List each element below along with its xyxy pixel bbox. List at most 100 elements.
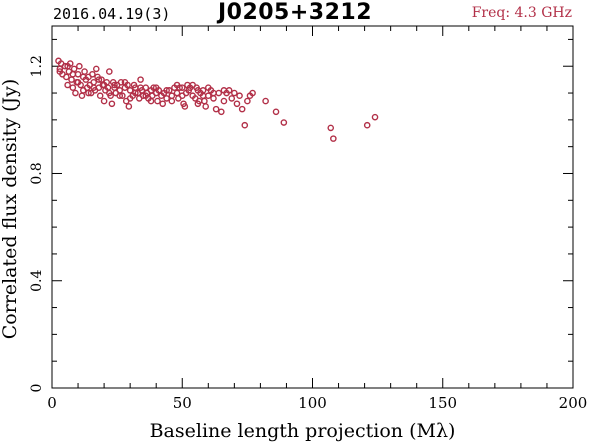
data-point: [89, 70, 96, 78]
data-point: [81, 68, 88, 75]
frequency-label: Freq: 4.3 GHz: [471, 5, 572, 21]
data-point: [371, 113, 379, 121]
data-point: [142, 92, 150, 100]
data-point: [72, 89, 79, 97]
data-point: [116, 92, 124, 100]
data-point: [74, 79, 82, 86]
y-tick-label: 0.8: [29, 162, 45, 184]
data-point: [168, 97, 176, 105]
data-point: [117, 79, 125, 86]
data-point: [327, 124, 335, 132]
axis-ticks: [51, 26, 574, 389]
data-point: [363, 121, 371, 129]
data-point: [137, 76, 144, 83]
x-tick-label: 0: [47, 394, 57, 412]
data-point: [201, 97, 208, 105]
data-point: [85, 89, 92, 97]
data-point: [189, 81, 196, 89]
data-point: [121, 79, 129, 86]
data-point: [100, 97, 108, 105]
y-tick-label: 0: [29, 384, 45, 393]
data-point: [96, 92, 104, 100]
data-point: [241, 121, 249, 129]
data-point: [218, 108, 225, 116]
data-point: [56, 68, 64, 75]
data-point: [64, 62, 71, 70]
data-point: [126, 95, 134, 102]
data-point: [142, 84, 150, 91]
data-point: [178, 84, 186, 91]
data-point: [199, 92, 207, 100]
data-point: [272, 108, 280, 116]
source-title: J0205+3212: [217, 0, 373, 25]
x-tick-label: 100: [298, 394, 327, 412]
data-point: [231, 89, 238, 97]
x-axis-label: Baseline length projection (Mλ): [150, 420, 456, 442]
data-point: [163, 87, 170, 94]
data-point: [76, 62, 83, 70]
data-point: [132, 89, 139, 97]
data-point: [63, 73, 70, 81]
data-point: [238, 105, 246, 113]
data-point: [79, 73, 87, 81]
data-point: [210, 89, 217, 97]
data-point: [95, 76, 103, 83]
data-point: [212, 105, 220, 113]
data-point: [56, 65, 64, 73]
data-point: [181, 103, 189, 110]
data-point: [236, 92, 243, 100]
data-point: [173, 89, 181, 97]
data-point: [280, 119, 288, 126]
data-point: [233, 100, 241, 108]
data-point: [150, 84, 157, 91]
data-point: [244, 97, 251, 105]
data-point: [249, 89, 256, 97]
data-point: [165, 87, 173, 94]
plot-frame: [51, 25, 574, 389]
data-point: [90, 79, 97, 86]
data-point: [204, 84, 212, 91]
data-point: [69, 84, 77, 91]
data-point: [69, 70, 77, 78]
data-point: [202, 103, 209, 110]
x-tick-label: 150: [428, 394, 457, 412]
data-point: [111, 81, 118, 89]
data-point: [330, 135, 337, 142]
data-point: [163, 95, 170, 102]
data-point: [220, 97, 228, 105]
data-point: [168, 92, 176, 100]
data-point: [173, 81, 181, 89]
data-point: [194, 87, 202, 94]
y-axis-label: Correlated flux density (Jy): [0, 79, 21, 340]
data-point: [215, 89, 223, 97]
data-point: [154, 97, 161, 105]
y-tick-label: 0.4: [29, 270, 45, 292]
observation-date: 2016.04.19(3): [53, 5, 171, 23]
data-point: [220, 87, 228, 94]
data-point: [61, 62, 69, 70]
data-points: [55, 57, 379, 142]
data-point: [106, 89, 113, 97]
data-point: [70, 65, 78, 73]
axis-labels: 0 50 100 150 200 0 0.4 0.8 1.2 Baseline length pr…: [0, 55, 587, 442]
data-point: [100, 81, 108, 89]
data-point: [147, 97, 155, 105]
y-tick-label: 1.2: [29, 55, 45, 77]
data-point: [210, 95, 217, 102]
data-point: [106, 68, 113, 75]
data-point: [152, 84, 160, 91]
data-point: [119, 92, 126, 100]
data-point: [64, 81, 71, 89]
x-tick-label: 200: [559, 394, 588, 412]
data-point: [78, 92, 86, 100]
data-point: [228, 95, 236, 102]
data-point: [204, 92, 212, 100]
data-point: [125, 103, 133, 110]
data-point: [108, 100, 116, 108]
x-tick-label: 50: [173, 394, 192, 412]
data-point: [126, 87, 134, 94]
data-point: [68, 76, 75, 83]
data-point: [90, 84, 97, 91]
data-point: [92, 65, 100, 73]
